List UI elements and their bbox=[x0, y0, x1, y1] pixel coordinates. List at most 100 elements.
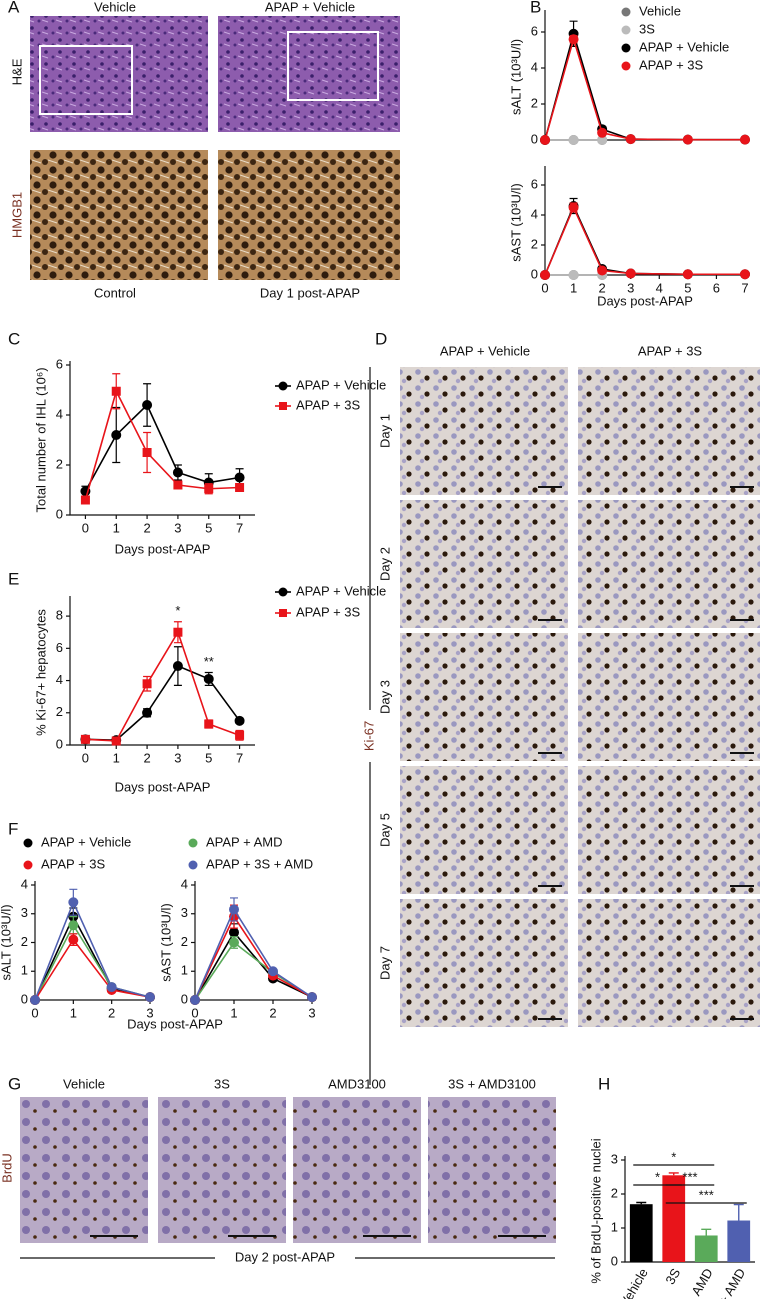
marker bbox=[204, 484, 214, 494]
marker bbox=[172, 467, 183, 478]
significance: * bbox=[655, 1169, 660, 1184]
y-tick-label: 2 bbox=[56, 704, 63, 719]
marker bbox=[540, 270, 550, 280]
series-line bbox=[85, 630, 240, 742]
col-header: AMD3100 bbox=[328, 1076, 386, 1091]
y-tick-label: 0 bbox=[611, 1253, 618, 1268]
axis bbox=[34, 881, 154, 1001]
panel-letter: C bbox=[8, 329, 20, 348]
x-tick-label: 3 bbox=[627, 280, 634, 295]
x-tick-label: 1 bbox=[113, 520, 120, 535]
marker bbox=[568, 270, 579, 280]
series-line bbox=[84, 389, 240, 501]
caption: Day 2 post-APAP bbox=[235, 1249, 335, 1264]
marker bbox=[229, 904, 239, 915]
y-tick-label: 4 bbox=[56, 672, 63, 687]
x-tick-label: 0 bbox=[82, 750, 89, 765]
y-tick-label: 1 bbox=[611, 1219, 618, 1234]
marker bbox=[173, 627, 183, 637]
y-axis-label: sAST (10³U/l) bbox=[508, 183, 523, 262]
series-line bbox=[85, 665, 241, 741]
marker bbox=[597, 265, 608, 276]
y-tick-label: 0 bbox=[56, 506, 63, 521]
col-header: APAP + Vehicle bbox=[440, 343, 530, 358]
inset-box bbox=[287, 31, 379, 101]
y-axis-label: Total number of IHL (10⁶) bbox=[33, 367, 48, 512]
x-tick-label: 5 bbox=[684, 280, 691, 295]
marker bbox=[68, 897, 79, 908]
marker bbox=[682, 269, 693, 280]
x-tick-label: 0 bbox=[31, 1005, 38, 1020]
y-tick-label: 2 bbox=[611, 1185, 618, 1200]
x-tick-label: 7 bbox=[741, 280, 748, 295]
x-tick-label: 3 bbox=[174, 520, 181, 535]
legend-marker bbox=[621, 61, 631, 71]
label-bg bbox=[356, 710, 384, 762]
micrograph bbox=[578, 899, 760, 1027]
micrograph bbox=[578, 766, 760, 894]
micrograph bbox=[400, 367, 568, 495]
marker bbox=[111, 430, 122, 440]
legend-marker bbox=[188, 860, 198, 870]
y-tick-label: 2 bbox=[181, 934, 188, 949]
y-axis-label: % of BrdU-positive nuclei bbox=[588, 1138, 603, 1283]
x-tick-label: 3 bbox=[174, 750, 181, 765]
bar bbox=[727, 1220, 751, 1262]
micrograph bbox=[218, 16, 400, 132]
y-tick-label: 1 bbox=[181, 963, 188, 978]
row-label: Day 3 bbox=[377, 680, 392, 714]
x-tick-label: 6 bbox=[713, 280, 720, 295]
legend-label: APAP + 3S + AMD bbox=[206, 856, 313, 871]
micrograph bbox=[400, 633, 568, 761]
marker bbox=[597, 127, 608, 138]
series-line bbox=[194, 941, 313, 1001]
micrograph bbox=[20, 1097, 148, 1243]
marker bbox=[307, 992, 317, 1003]
axis bbox=[544, 166, 749, 276]
marker bbox=[173, 480, 183, 490]
x-axis-label: Days post-APAP bbox=[115, 779, 211, 794]
y-tick-label: 0 bbox=[56, 736, 63, 751]
marker bbox=[111, 386, 121, 396]
x-tick-label: 0 bbox=[82, 520, 89, 535]
y-axis-label: sAST (10³U/l) bbox=[158, 903, 173, 982]
y-tick-label: 0 bbox=[531, 131, 538, 146]
significance: *** bbox=[682, 1169, 697, 1184]
bar bbox=[662, 1175, 686, 1262]
y-tick-label: 4 bbox=[56, 406, 63, 421]
legend-label: APAP + Vehicle bbox=[296, 377, 386, 392]
micrograph bbox=[158, 1097, 286, 1243]
inset-box bbox=[39, 45, 133, 115]
col-header: APAP + Vehicle bbox=[265, 0, 355, 14]
marker bbox=[540, 135, 550, 145]
col-header: APAP + 3S bbox=[638, 343, 703, 358]
legend-label: APAP + AMD bbox=[206, 834, 282, 849]
significance: * bbox=[671, 1149, 676, 1164]
marker bbox=[172, 661, 183, 672]
micrograph bbox=[400, 766, 568, 894]
series-line bbox=[544, 205, 745, 276]
x-tick-label: Vehicle bbox=[617, 1266, 651, 1299]
x-tick-label: 7 bbox=[236, 520, 243, 535]
panel-letter: G bbox=[8, 1074, 21, 1093]
x-tick-label: 7 bbox=[236, 750, 243, 765]
marker bbox=[568, 34, 579, 45]
legend-marker bbox=[621, 7, 631, 17]
y-tick-label: 4 bbox=[531, 206, 538, 221]
legend-marker bbox=[278, 587, 288, 597]
marker bbox=[204, 719, 214, 729]
legend-label: APAP + 3S bbox=[639, 57, 704, 72]
y-tick-label: 3 bbox=[21, 905, 28, 920]
y-tick-label: 3 bbox=[181, 905, 188, 920]
marker bbox=[229, 927, 239, 938]
marker bbox=[568, 202, 579, 213]
bar bbox=[629, 1204, 653, 1262]
marker bbox=[235, 730, 245, 740]
significance: * bbox=[175, 603, 180, 618]
significance: *** bbox=[699, 1187, 714, 1202]
x-tick-label: 0 bbox=[191, 1005, 198, 1020]
y-tick-label: 2 bbox=[531, 236, 538, 251]
marker bbox=[203, 673, 214, 684]
marker bbox=[268, 966, 278, 977]
